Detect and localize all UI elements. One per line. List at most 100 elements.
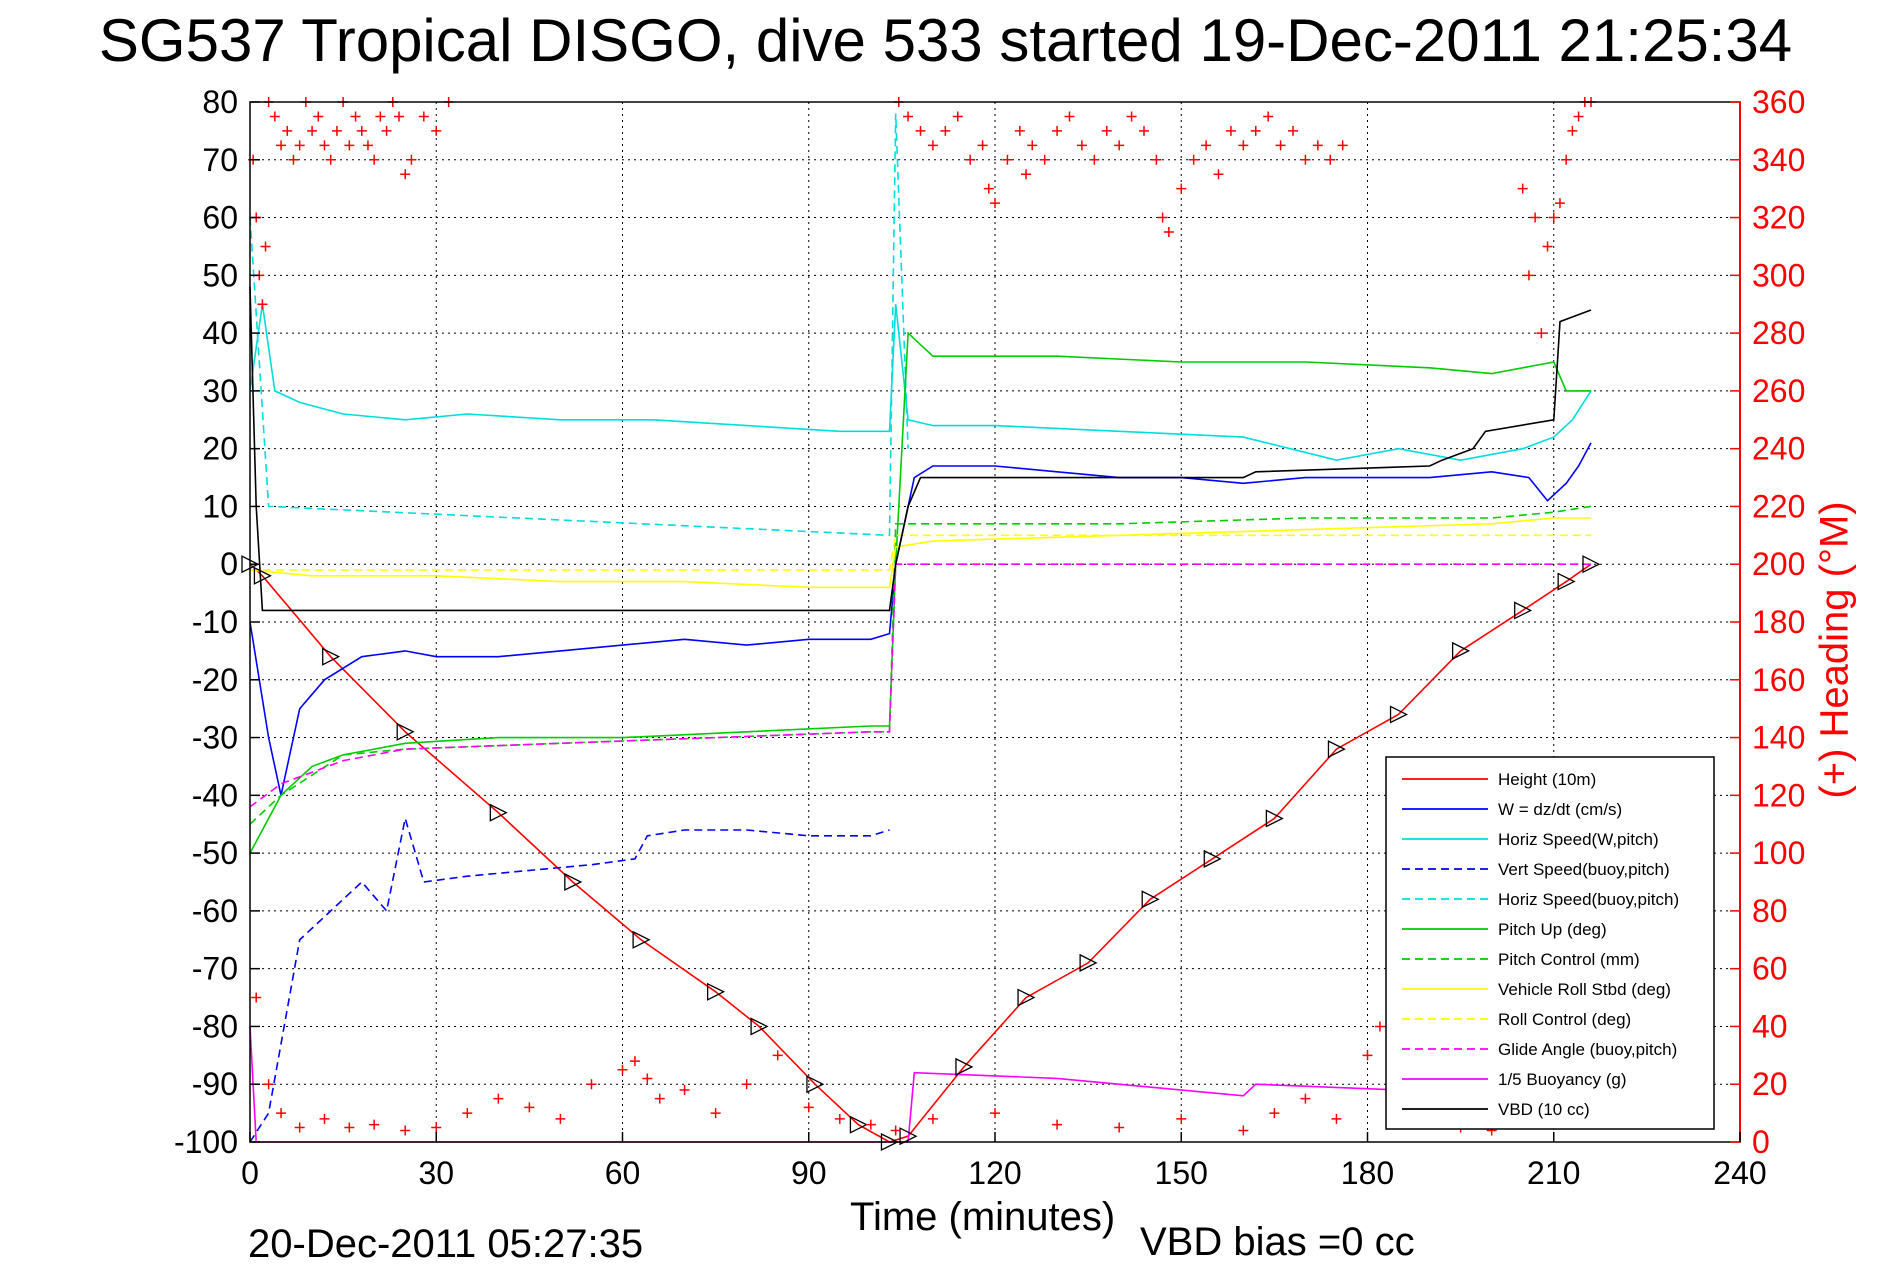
x-tick-label: 90 (791, 1155, 827, 1191)
y-axis-right: 0 20 40 60 80 100 120 140 160 180 200 220 240 260 280 3… (1730, 84, 1805, 1160)
heading-point (1114, 1122, 1125, 1133)
heading-point (356, 125, 367, 136)
heading-point (1052, 125, 1063, 136)
height-marker (1017, 988, 1036, 1007)
y2-tick-label: 240 (1752, 431, 1805, 467)
y2-tick-label: 100 (1752, 835, 1805, 871)
y2-tick-label: 180 (1752, 604, 1805, 640)
y2-tick-label: 120 (1752, 777, 1805, 813)
heading-point (362, 140, 373, 151)
legend-label: Vert Speed(buoy,pitch) (1498, 860, 1670, 879)
height-marker (1203, 849, 1222, 868)
heading-point (1542, 241, 1553, 252)
heading-point (462, 1108, 473, 1119)
height-marker (253, 566, 272, 585)
heading-point (260, 241, 271, 252)
heading-point (555, 1113, 566, 1124)
right-axis-label: (+) Heading (°M) (1812, 501, 1857, 799)
x-tick-label: 30 (418, 1155, 454, 1191)
y2-tick-label: 40 (1752, 1008, 1788, 1044)
heading-point (710, 1108, 721, 1119)
x-tick-label: 60 (605, 1155, 641, 1191)
height-marker (1514, 601, 1533, 620)
heading-point (977, 140, 988, 151)
y-tick-label: -60 (192, 893, 238, 929)
y2-tick-label: 300 (1752, 257, 1805, 293)
heading-point (1176, 1113, 1187, 1124)
y-tick-label: 50 (202, 257, 238, 293)
height-marker (1557, 572, 1576, 591)
heading-point (294, 140, 305, 151)
heading-point (319, 1113, 330, 1124)
height-marker (564, 872, 583, 892)
heading-point (406, 154, 417, 165)
heading-point (1076, 140, 1087, 151)
heading-point (1039, 154, 1050, 165)
heading-point (1275, 140, 1286, 151)
y2-tick-label: 140 (1752, 720, 1805, 756)
heading-point (1188, 154, 1199, 165)
heading-point (1312, 140, 1323, 151)
legend-label: Height (10m) (1498, 770, 1596, 789)
heading-point (1331, 1113, 1342, 1124)
heading-point (927, 1113, 938, 1124)
heading-point (331, 125, 342, 136)
heading-point (524, 1102, 535, 1113)
heading-point (865, 1119, 876, 1130)
height-marker (1079, 953, 1098, 972)
legend: Height (10m) W = dz/dt (cm/s) Horiz Speed(… (1385, 756, 1715, 1130)
heading-point (1300, 1093, 1311, 1104)
vbd-bias-label: VBD bias =0 cc (1140, 1220, 1415, 1264)
height-marker (489, 803, 508, 822)
heading-point (251, 992, 262, 1003)
y2-tick-label: 80 (1752, 893, 1788, 929)
height-marker (750, 1017, 769, 1036)
heading-point (282, 125, 293, 136)
heading-point (319, 140, 330, 151)
legend-label: Roll Control (deg) (1498, 1010, 1631, 1029)
heading-point (1530, 212, 1541, 223)
heading-point (903, 111, 914, 122)
heading-point (344, 140, 355, 151)
heading-point (1561, 154, 1572, 165)
heading-point (915, 125, 926, 136)
heading-point (400, 169, 411, 180)
heading-point (1151, 154, 1162, 165)
heading-point (741, 1079, 752, 1090)
legend-label: 1/5 Buoyancy (g) (1498, 1070, 1627, 1089)
height-marker (806, 1075, 825, 1094)
y-tick-label: -20 (192, 662, 238, 698)
heading-layer (248, 97, 1596, 1136)
heading-point (772, 1050, 783, 1061)
y-tick-label: 60 (202, 200, 238, 236)
heading-point (431, 1122, 442, 1133)
legend-label: Vehicle Roll Stbd (deg) (1498, 980, 1671, 999)
heading-point (269, 111, 280, 122)
heading-point (276, 1108, 287, 1119)
heading-point (1536, 328, 1547, 339)
heading-point (369, 154, 380, 165)
height-marker (1265, 809, 1284, 828)
heading-point (642, 1073, 653, 1084)
series-line-7 (249, 517, 1591, 589)
legend-label: Pitch Control (mm) (1498, 950, 1640, 969)
heading-point (257, 299, 268, 310)
heading-point (1362, 1050, 1373, 1061)
y-tick-label: -40 (192, 777, 238, 813)
heading-point (1263, 111, 1274, 122)
series-line-4 (249, 113, 909, 537)
heading-point (1238, 140, 1249, 151)
series-line-11 (249, 286, 1592, 612)
heading-point (1288, 125, 1298, 136)
y2-tick-label: 280 (1752, 315, 1805, 351)
heading-point (1523, 270, 1534, 281)
heading-point (1238, 1125, 1249, 1136)
x-tick-label: 120 (968, 1155, 1021, 1191)
height-marker (849, 1115, 868, 1134)
x-axis-label: Time (minutes) (850, 1195, 1116, 1239)
heading-point (313, 111, 324, 122)
heading-point (983, 183, 994, 194)
heading-point (294, 1122, 305, 1133)
heading-point (394, 111, 404, 122)
heading-point (803, 1102, 814, 1113)
